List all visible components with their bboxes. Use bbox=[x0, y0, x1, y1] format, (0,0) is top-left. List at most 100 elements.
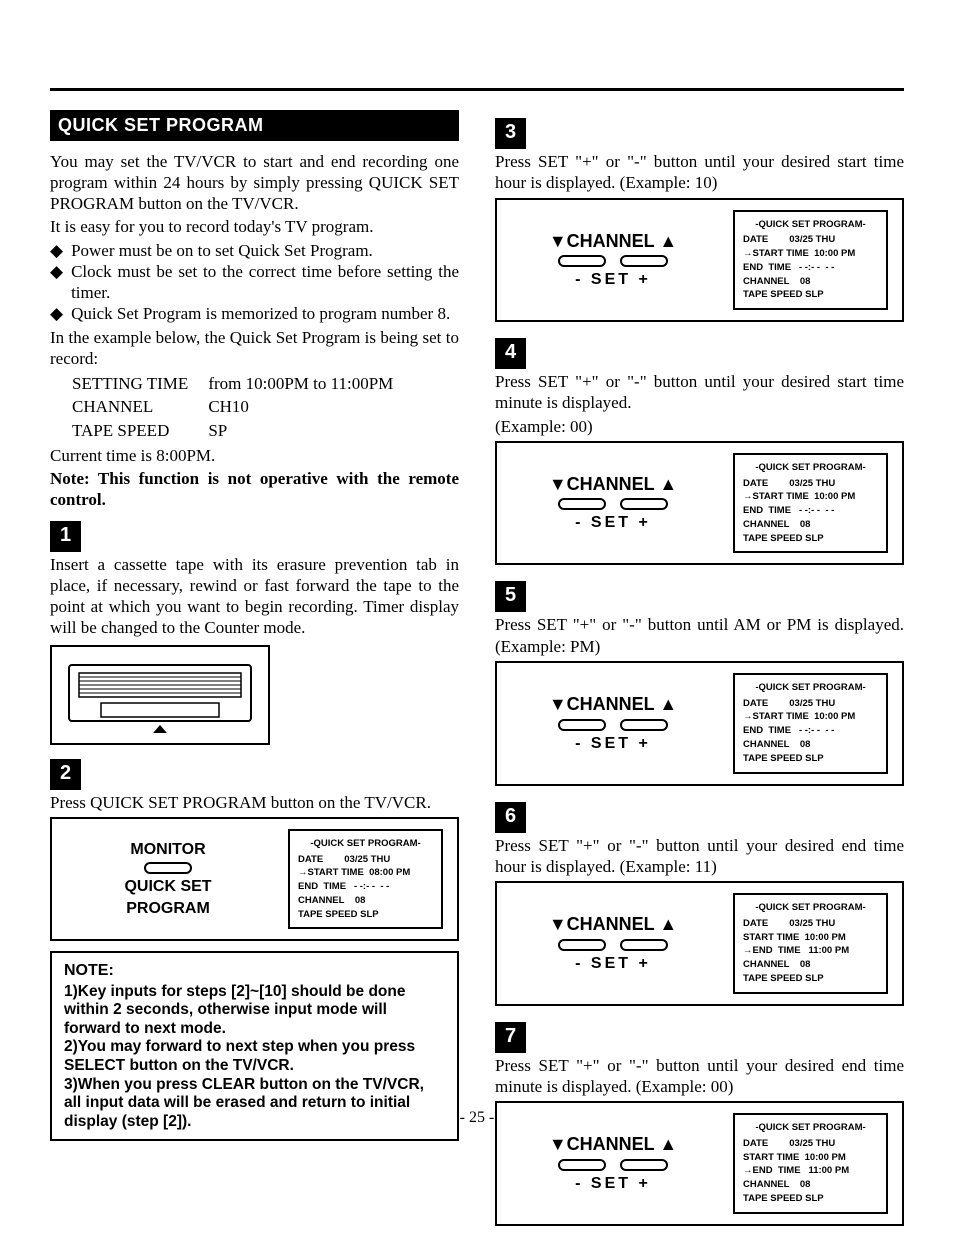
osd-line: TAPE SPEED SLP bbox=[743, 752, 878, 766]
step-number-4: 4 bbox=[495, 338, 526, 369]
osd-line: CHANNEL 08 bbox=[743, 1178, 878, 1192]
osd-header: -QUICK SET PROGRAM- bbox=[743, 461, 878, 475]
osd-line: →START TIME 10:00 PM bbox=[743, 490, 878, 504]
osd-line: CHANNEL 08 bbox=[743, 518, 878, 532]
channel-label: ▼CHANNEL ▲ bbox=[549, 692, 677, 716]
button-shape-icon bbox=[558, 498, 606, 510]
bullet-text: Power must be on to set Quick Set Progra… bbox=[71, 240, 373, 261]
table-row: CHANNELCH10 bbox=[72, 396, 411, 417]
osd-line: END TIME - -:- - - - bbox=[298, 880, 433, 894]
cell: CHANNEL bbox=[72, 396, 206, 417]
button-shape-icon bbox=[620, 939, 668, 951]
bullet-list: ◆ Power must be on to set Quick Set Progr… bbox=[50, 240, 459, 325]
panel-step4: ▼CHANNEL ▲ - SET + -QUICK SET PROGRAM- D… bbox=[495, 441, 904, 566]
note-item: 2)You may forward to next step when you … bbox=[64, 1038, 445, 1075]
panel-step2: MONITOR QUICK SET PROGRAM -QUICK SET PRO… bbox=[50, 817, 459, 942]
panel-left-channel: ▼CHANNEL ▲ - SET + bbox=[511, 673, 715, 774]
set-label: - SET + bbox=[575, 1173, 651, 1195]
osd-line: CHANNEL 08 bbox=[743, 958, 878, 972]
panel-step6: ▼CHANNEL ▲ - SET + -QUICK SET PROGRAM- D… bbox=[495, 881, 904, 1006]
cassette-illustration bbox=[50, 645, 270, 745]
button-shape-icon bbox=[620, 1159, 668, 1171]
step1-text: Insert a cassette tape with its erasure … bbox=[50, 554, 459, 639]
cell: from 10:00PM to 11:00PM bbox=[208, 373, 411, 394]
bullet-item: ◆ Power must be on to set Quick Set Progr… bbox=[50, 240, 459, 261]
set-label: - SET + bbox=[575, 733, 651, 755]
intro-p3: In the example below, the Quick Set Prog… bbox=[50, 327, 459, 370]
section-header: QUICK SET PROGRAM bbox=[50, 110, 459, 141]
set-label: - SET + bbox=[575, 512, 651, 534]
step7-text: Press SET "+" or "-" button until your d… bbox=[495, 1055, 904, 1098]
osd-panel: -QUICK SET PROGRAM- DATE 03/25 THU →STAR… bbox=[733, 210, 888, 311]
channel-label: ▼CHANNEL ▲ bbox=[549, 229, 677, 253]
osd-line: START TIME 10:00 PM bbox=[743, 931, 878, 945]
osd-panel: -QUICK SET PROGRAM- DATE 03/25 THU →STAR… bbox=[288, 829, 443, 930]
osd-line: DATE 03/25 THU bbox=[743, 233, 878, 247]
osd-line: CHANNEL 08 bbox=[743, 275, 878, 289]
osd-line: DATE 03/25 THU bbox=[743, 1137, 878, 1151]
step-number-3: 3 bbox=[495, 118, 526, 149]
note-title: NOTE: bbox=[64, 961, 445, 980]
osd-line: DATE 03/25 THU bbox=[298, 853, 433, 867]
bullet-text: Quick Set Program is memorized to progra… bbox=[71, 303, 450, 324]
step5-text: Press SET "+" or "-" button until AM or … bbox=[495, 614, 904, 657]
table-row: SETTING TIMEfrom 10:00PM to 11:00PM bbox=[72, 373, 411, 394]
step3-text: Press SET "+" or "-" button until your d… bbox=[495, 151, 904, 194]
osd-line: →START TIME 10:00 PM bbox=[743, 710, 878, 724]
intro-p1: You may set the TV/VCR to start and end … bbox=[50, 151, 459, 215]
bullet-text: Clock must be set to the correct time be… bbox=[71, 261, 459, 304]
osd-line: CHANNEL 08 bbox=[743, 738, 878, 752]
panel-left-channel: ▼CHANNEL ▲ - SET + bbox=[511, 453, 715, 554]
button-shape-icon bbox=[558, 939, 606, 951]
osd-panel: -QUICK SET PROGRAM- DATE 03/25 THU →STAR… bbox=[733, 453, 888, 554]
intro-p4: Current time is 8:00PM. bbox=[50, 445, 459, 466]
osd-line: →START TIME 08:00 PM bbox=[298, 866, 433, 880]
panel-left-monitor: MONITOR QUICK SET PROGRAM bbox=[66, 829, 270, 930]
set-label: - SET + bbox=[575, 269, 651, 291]
button-shape-icon bbox=[558, 719, 606, 731]
osd-line: TAPE SPEED SLP bbox=[743, 1192, 878, 1206]
quickset-label: QUICK SET bbox=[124, 876, 211, 898]
osd-line: →END TIME 11:00 PM bbox=[743, 1164, 878, 1178]
channel-label: ▼CHANNEL ▲ bbox=[549, 472, 677, 496]
channel-label: ▼CHANNEL ▲ bbox=[549, 1132, 677, 1156]
bullet-item: ◆ Quick Set Program is memorized to progr… bbox=[50, 303, 459, 324]
step6-text: Press SET "+" or "-" button until your d… bbox=[495, 835, 904, 878]
diamond-icon: ◆ bbox=[50, 303, 63, 324]
content-columns: QUICK SET PROGRAM You may set the TV/VCR… bbox=[50, 110, 904, 1234]
osd-line: DATE 03/25 THU bbox=[743, 917, 878, 931]
right-column: 3 Press SET "+" or "-" button until your… bbox=[495, 110, 904, 1234]
osd-panel: -QUICK SET PROGRAM- DATE 03/25 THU →STAR… bbox=[733, 673, 888, 774]
diamond-icon: ◆ bbox=[50, 240, 63, 261]
panel-left-channel: ▼CHANNEL ▲ - SET + bbox=[511, 893, 715, 994]
cell: SP bbox=[208, 420, 411, 441]
button-shape-icon bbox=[620, 719, 668, 731]
cell: TAPE SPEED bbox=[72, 420, 206, 441]
step-number-6: 6 bbox=[495, 802, 526, 833]
button-shape-icon bbox=[144, 862, 192, 874]
step4-text2: (Example: 00) bbox=[495, 416, 904, 437]
left-column: QUICK SET PROGRAM You may set the TV/VCR… bbox=[50, 110, 459, 1234]
osd-line: DATE 03/25 THU bbox=[743, 697, 878, 711]
osd-line: TAPE SPEED SLP bbox=[298, 908, 433, 922]
settings-table: SETTING TIMEfrom 10:00PM to 11:00PM CHAN… bbox=[70, 371, 413, 443]
panel-step5: ▼CHANNEL ▲ - SET + -QUICK SET PROGRAM- D… bbox=[495, 661, 904, 786]
channel-label: ▼CHANNEL ▲ bbox=[549, 912, 677, 936]
osd-line: →END TIME 11:00 PM bbox=[743, 944, 878, 958]
osd-header: -QUICK SET PROGRAM- bbox=[298, 837, 433, 851]
table-row: TAPE SPEEDSP bbox=[72, 420, 411, 441]
cassette-icon bbox=[65, 655, 255, 735]
cell: SETTING TIME bbox=[72, 373, 206, 394]
osd-line: →START TIME 10:00 PM bbox=[743, 247, 878, 261]
step-number-5: 5 bbox=[495, 581, 526, 612]
step4-text: Press SET "+" or "-" button until your d… bbox=[495, 371, 904, 414]
osd-line: DATE 03/25 THU bbox=[743, 477, 878, 491]
step-number-7: 7 bbox=[495, 1022, 526, 1053]
button-shape-icon bbox=[558, 255, 606, 267]
button-shape-icon bbox=[558, 1159, 606, 1171]
monitor-label: MONITOR bbox=[130, 839, 205, 861]
panel-left-channel: ▼CHANNEL ▲ - SET + bbox=[511, 1113, 715, 1214]
button-shape-icon bbox=[620, 255, 668, 267]
osd-line: TAPE SPEED SLP bbox=[743, 288, 878, 302]
osd-line: END TIME - -:- - - - bbox=[743, 504, 878, 518]
